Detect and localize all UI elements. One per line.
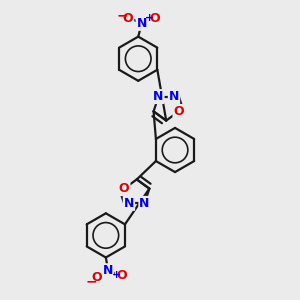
Text: +: + [145, 13, 154, 23]
Text: O: O [173, 105, 184, 118]
Text: O: O [123, 12, 133, 25]
Text: −: − [116, 8, 128, 22]
Text: −: − [85, 274, 97, 289]
Text: +: + [112, 270, 121, 280]
Text: O: O [91, 271, 102, 284]
Text: O: O [149, 13, 160, 26]
Text: O: O [119, 182, 130, 195]
Text: N: N [103, 264, 113, 277]
Text: N: N [169, 90, 179, 103]
Text: N: N [140, 197, 150, 210]
Text: N: N [136, 17, 147, 30]
Text: O: O [116, 268, 127, 282]
Text: N: N [124, 197, 134, 210]
Text: N: N [153, 90, 164, 103]
